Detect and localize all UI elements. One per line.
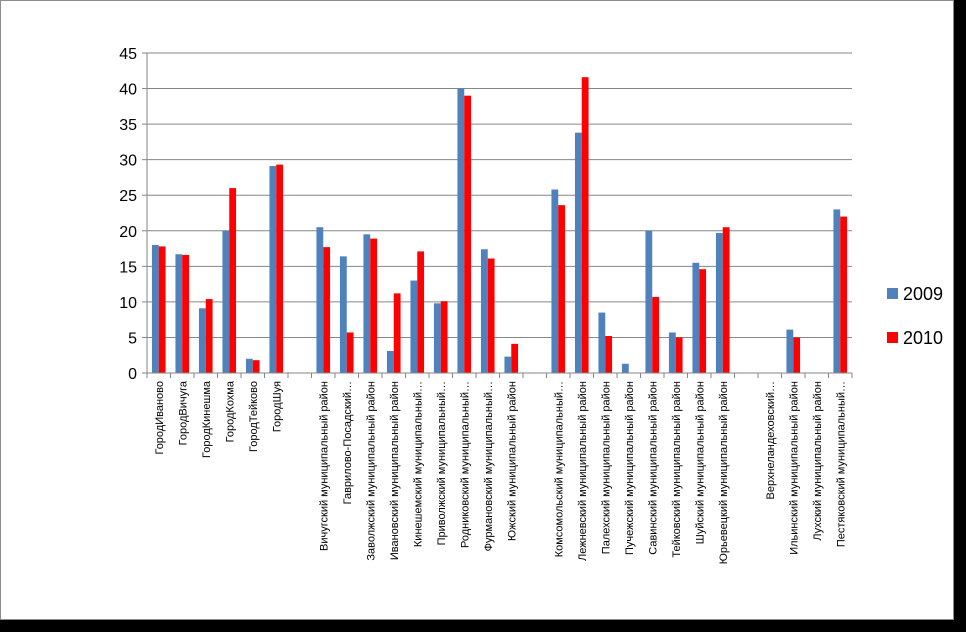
bar-2009 <box>151 245 159 373</box>
bar-2009 <box>598 312 606 373</box>
x-category-label: Родниковский муниципальный… <box>459 381 471 548</box>
y-tick-label: 25 <box>119 188 137 205</box>
bar-2009 <box>692 262 700 373</box>
bar-2009 <box>410 280 418 373</box>
bar-2010 <box>276 164 284 373</box>
bar-2009 <box>175 254 183 373</box>
bar-2010 <box>346 332 354 373</box>
x-category-label: Фурмановский муниципальный… <box>483 381 495 551</box>
x-category-label: ГородТейково <box>248 381 260 452</box>
y-tick-label: 20 <box>119 224 137 241</box>
bar-2010 <box>205 299 213 373</box>
bars <box>151 77 848 374</box>
bar-chart: 0 5 10 15 20 25 30 35 40 45 ГородИваново ГородВичу… <box>119 46 943 564</box>
x-category-label: Савинский муниципальный район <box>647 381 659 555</box>
bar-2010 <box>417 251 425 373</box>
bar-2009 <box>339 256 347 373</box>
legend-swatch-2010 <box>887 332 898 343</box>
x-category-label: Кинешемский муниципальный… <box>412 381 424 547</box>
bar-2010 <box>605 336 613 373</box>
x-category-label: Южский муниципальный район <box>506 381 518 541</box>
x-category-label: Ивановский муниципальный район <box>389 381 401 560</box>
y-tick-label: 5 <box>128 330 137 347</box>
bar-2009 <box>245 358 253 373</box>
x-category-label: Комсомольский муниципальный… <box>553 381 565 557</box>
y-tick-label: 45 <box>119 46 137 63</box>
x-category-label: Лухский муниципальный район <box>812 381 824 541</box>
bar-2009 <box>833 209 841 373</box>
x-category-label: Лежневский муниципальный район <box>577 381 589 561</box>
bar-2009 <box>433 303 441 373</box>
x-category-label: ГородКохма <box>224 380 236 442</box>
y-tick-label: 0 <box>128 366 137 383</box>
x-category-label: Тейковский муниципальный район <box>671 381 683 558</box>
bar-2010 <box>581 77 589 374</box>
bar-2010 <box>558 205 566 373</box>
x-category-label: Верхнеландеховский… <box>765 381 777 500</box>
x-category-label: Заволжский муниципальный район <box>365 381 377 561</box>
legend-swatch-2009 <box>887 288 898 299</box>
bar-2009 <box>551 189 559 373</box>
legend: 2009 2010 <box>887 284 943 348</box>
x-category-label: ГородВичуга <box>177 380 189 445</box>
bar-2009 <box>786 329 794 373</box>
x-category-label: Палехский муниципальный район <box>600 381 612 554</box>
y-tick-label: 35 <box>119 117 137 134</box>
x-category-label: ГородКинешма <box>201 380 213 458</box>
bar-2010 <box>323 247 331 373</box>
bar-2010 <box>182 254 190 373</box>
bar-2009 <box>480 249 488 373</box>
bar-2010 <box>393 293 401 373</box>
x-category-label: ГородИваново <box>154 381 166 455</box>
bar-2009 <box>668 332 676 373</box>
bar-2010 <box>699 269 707 373</box>
x-category-label: Пучежский муниципальный район <box>624 381 636 555</box>
x-category-label: Ильинский муниципальный район <box>788 381 800 555</box>
bar-2010 <box>487 258 495 373</box>
bar-2009 <box>222 230 230 373</box>
bar-2009 <box>574 132 582 373</box>
bar-2010 <box>370 238 378 373</box>
x-category-label: Юрьевецкий муниципальный район <box>718 381 730 564</box>
y-tick-label: 10 <box>119 295 137 312</box>
bar-2010 <box>652 296 660 373</box>
bar-2009 <box>198 308 206 373</box>
bar-2010 <box>840 216 848 373</box>
bar-2009 <box>504 356 512 373</box>
bar-2009 <box>386 350 394 373</box>
bar-2010 <box>252 360 260 373</box>
bar-2010 <box>511 343 519 373</box>
x-axis-category-labels: ГородИваново ГородВичуга ГородКинешма Город… <box>154 380 848 564</box>
y-tick-label: 15 <box>119 259 137 276</box>
x-category-label: Вичугский муниципальный район <box>318 381 330 551</box>
axes <box>146 53 853 378</box>
x-category-label: Шуйский муниципальный район <box>694 381 706 544</box>
bar-2010 <box>722 227 730 373</box>
bar-2010 <box>229 188 237 373</box>
x-category-label: Гаврилово-Посадский… <box>342 381 354 504</box>
bar-2009 <box>269 166 277 373</box>
frame-shadow-bottom <box>8 620 966 632</box>
bar-2009 <box>715 232 723 373</box>
legend-label-2010: 2010 <box>903 328 943 348</box>
bar-2010 <box>793 337 801 373</box>
x-category-label: Пестяковский муниципальный… <box>835 381 847 547</box>
bar-2009 <box>363 234 371 373</box>
y-tick-label: 40 <box>119 82 137 99</box>
bar-2010 <box>464 95 472 374</box>
bar-2009 <box>316 227 324 373</box>
y-axis-ticks: 0 5 10 15 20 25 30 35 40 45 <box>119 46 147 383</box>
bar-2009 <box>645 230 653 373</box>
gridlines <box>147 52 852 338</box>
bar-2009 <box>457 88 465 373</box>
bar-2010 <box>440 301 448 373</box>
bar-2009 <box>621 363 629 373</box>
frame-shadow-right <box>954 8 966 632</box>
bar-2010 <box>158 246 166 373</box>
legend-label-2009: 2009 <box>903 284 943 304</box>
x-category-label: ГородШуя <box>271 381 283 432</box>
bar-2010 <box>675 337 683 373</box>
y-tick-label: 30 <box>119 153 137 170</box>
x-category-label: Приволжский муниципальный… <box>436 381 448 545</box>
